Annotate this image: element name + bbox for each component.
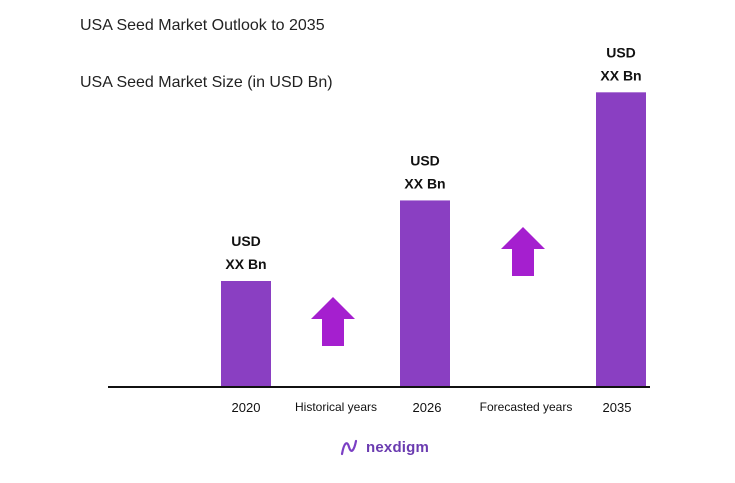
period-label: Historical years bbox=[295, 400, 377, 414]
chart-title: USA Seed Market Outlook to 2035 bbox=[80, 17, 325, 34]
bar-2020 bbox=[221, 281, 271, 387]
growth-arrow-icon bbox=[311, 297, 355, 346]
value-label-amount: XX Bn bbox=[225, 256, 266, 272]
brand-name: nexdigm bbox=[366, 438, 430, 456]
value-label-amount: XX Bn bbox=[404, 175, 445, 191]
brand-logo: nexdigm bbox=[340, 437, 429, 457]
value-label-currency: USD bbox=[410, 152, 440, 168]
x-tick-label-2020: 2020 bbox=[232, 400, 261, 415]
period-label: Forecasted years bbox=[480, 400, 573, 414]
value-label-currency: USD bbox=[606, 44, 636, 60]
bar-2026 bbox=[400, 200, 450, 387]
x-tick-label-2035: 2035 bbox=[603, 400, 632, 415]
growth-arrow-icon bbox=[501, 227, 545, 276]
chart-subtitle: USA Seed Market Size (in USD Bn) bbox=[80, 74, 333, 91]
bar-2035 bbox=[596, 92, 646, 387]
nexdigm-logo-icon bbox=[340, 439, 358, 456]
value-label-currency: USD bbox=[231, 233, 261, 249]
x-tick-label-2026: 2026 bbox=[413, 400, 442, 415]
value-label-amount: XX Bn bbox=[600, 67, 641, 83]
